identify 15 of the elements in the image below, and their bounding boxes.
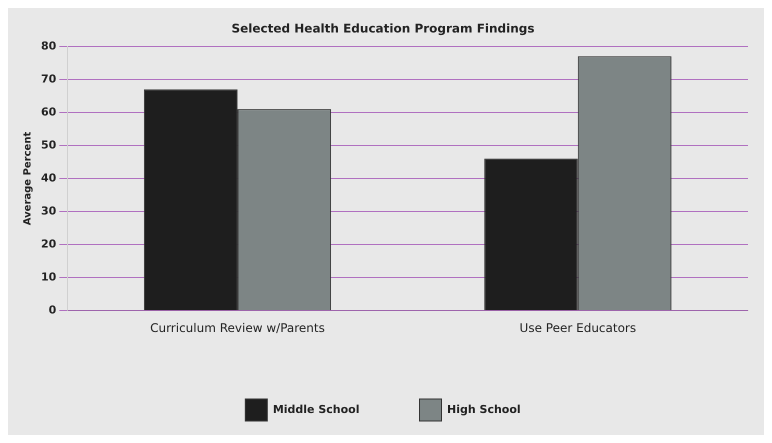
y-tick-label: 40 [40,171,57,184]
y-tick-label: 20 [40,237,57,250]
x-tick-label: Use Peer Educators [520,320,636,335]
y-tick-label: 0 [48,303,57,316]
y-tick-label: 50 [40,138,57,152]
legend-label: High School [447,402,521,416]
legend-label: Middle School [272,402,360,416]
y-tick-label: 70 [40,72,57,86]
chart-title: Selected Health Education Program Findings [231,21,535,36]
y-tick-label: 10 [40,270,57,284]
y-tick-label: 30 [40,204,57,218]
y-tick-label: 60 [40,105,57,118]
x-tick-label: Curriculum Review w/Parents [150,320,325,335]
y-tick-label: 80 [40,39,57,52]
y-axis-title: Average Percent [22,132,34,226]
